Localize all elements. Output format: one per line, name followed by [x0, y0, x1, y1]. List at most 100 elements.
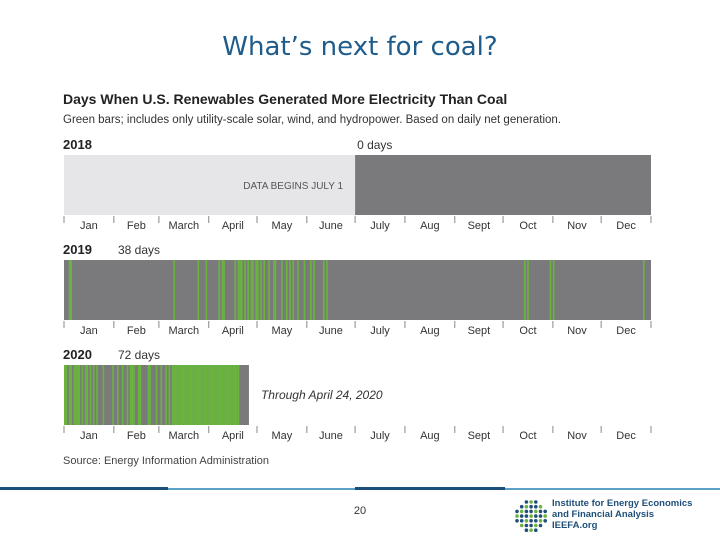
globe-dot: [519, 504, 524, 509]
renewable-day-bar: [139, 365, 142, 425]
month-label: Sept: [468, 325, 491, 337]
month-label: Oct: [519, 220, 536, 232]
panel-year-label: 2019: [63, 242, 92, 257]
renewable-day-bar: [202, 365, 204, 425]
renewable-day-bar: [239, 260, 241, 320]
month-label: April: [222, 325, 244, 337]
globe-dot: [524, 528, 529, 532]
month-label: Dec: [616, 430, 636, 442]
renewable-day-bar: [68, 365, 71, 425]
no-data-label: DATA BEGINS JULY 1: [243, 181, 343, 192]
renewable-day-bar: [210, 365, 212, 425]
globe-dot: [538, 504, 543, 509]
renewable-day-bar: [179, 365, 182, 425]
globe-dot: [543, 509, 547, 514]
renewable-day-bar: [195, 365, 198, 425]
renewable-day-bar: [117, 365, 119, 425]
renewable-day-bar: [237, 365, 240, 425]
globe-dot: [529, 500, 533, 504]
page-number: 20: [353, 505, 367, 517]
renewable-day-bar: [171, 365, 174, 425]
slide-title: What’s next for coal?: [222, 32, 498, 62]
globe-dot: [534, 504, 538, 509]
logo-line-2: and Financial Analysis: [552, 509, 655, 520]
renewable-day-bar: [221, 260, 224, 320]
renewable-day-bar: [256, 260, 259, 320]
renewable-day-bar: [86, 365, 89, 425]
footer-rule-left: [0, 487, 168, 490]
renewable-day-bar: [160, 365, 163, 425]
renewable-day-bar: [65, 365, 68, 425]
renewable-day-bar: [75, 365, 77, 425]
renewable-day-bar: [303, 260, 306, 320]
renewable-day-bar: [121, 365, 124, 425]
globe-dot: [519, 514, 524, 518]
month-label: Oct: [519, 430, 536, 442]
renewable-day-bar: [250, 260, 253, 320]
globe-dot: [529, 504, 533, 509]
chart-title: Days When U.S. Renewables Generated More…: [63, 91, 507, 107]
month-label: March: [169, 220, 200, 232]
renewable-day-bar: [187, 365, 190, 425]
renewable-day-bar: [255, 260, 257, 320]
coal-days-bar: [355, 155, 651, 215]
renewable-day-bar: [523, 260, 526, 320]
renewable-day-bar: [232, 365, 235, 425]
renewable-day-bar: [147, 365, 150, 425]
globe-dot: [529, 523, 533, 528]
renewable-day-bar: [215, 365, 217, 425]
renewable-day-bar: [297, 260, 299, 320]
renewable-day-bar: [200, 365, 203, 425]
globe-dot: [529, 509, 533, 514]
month-label: Aug: [420, 220, 440, 232]
renewable-day-bar: [549, 260, 552, 320]
renewable-day-bar: [92, 365, 95, 425]
panel-year-label: 2020: [63, 347, 92, 362]
month-label: Feb: [127, 430, 146, 442]
globe-dot: [534, 509, 538, 514]
month-label: April: [222, 220, 244, 232]
globe-dot: [524, 514, 529, 518]
renewable-day-bar: [133, 365, 135, 425]
renewable-day-bar: [552, 260, 555, 320]
globe-dot: [538, 514, 543, 518]
month-label: Nov: [567, 430, 587, 442]
month-label: Feb: [127, 325, 146, 337]
renewable-day-bar: [205, 365, 208, 425]
month-label: May: [272, 325, 293, 337]
renewable-day-bar: [211, 365, 214, 425]
renewable-day-bar: [76, 365, 79, 425]
renewable-day-bar: [199, 365, 201, 425]
month-label: Dec: [616, 325, 636, 337]
renewable-day-bar: [219, 365, 222, 425]
month-label: June: [319, 325, 343, 337]
renewable-day-bar: [68, 260, 71, 320]
panel-day-count: 0 days: [357, 138, 392, 152]
month-label: May: [272, 430, 293, 442]
coal-days-bar: [64, 260, 651, 320]
globe-dot: [515, 519, 519, 523]
renewable-day-bar: [247, 260, 249, 320]
renewable-day-bar: [189, 365, 192, 425]
renewable-day-bar: [84, 365, 87, 425]
renewable-day-bar: [149, 365, 151, 425]
globe-dot: [543, 519, 547, 523]
logo-line-3: IEEFA.org: [552, 520, 598, 531]
renewable-day-bar: [70, 260, 73, 320]
renewable-day-bar: [126, 365, 129, 425]
chart-subtitle: Green bars; includes only utility-scale …: [63, 114, 561, 126]
renewable-day-bar: [173, 260, 175, 320]
renewable-day-bar: [527, 260, 529, 320]
renewable-day-bar: [203, 365, 206, 425]
renewable-day-bar: [310, 260, 312, 320]
globe-dot: [538, 523, 543, 528]
globe-dot: [524, 500, 529, 504]
renewable-day-bar: [178, 365, 180, 425]
renewable-day-bar: [192, 365, 195, 425]
renewable-day-bar: [207, 365, 209, 425]
renewable-day-bar: [221, 365, 224, 425]
renewable-day-bar: [165, 365, 167, 425]
renewable-day-bar: [252, 260, 254, 320]
panel-2018: 2018 0 days DATA BEGINS JULY 1 Jan Feb March A…: [63, 137, 652, 232]
renewable-day-bar: [234, 260, 237, 320]
